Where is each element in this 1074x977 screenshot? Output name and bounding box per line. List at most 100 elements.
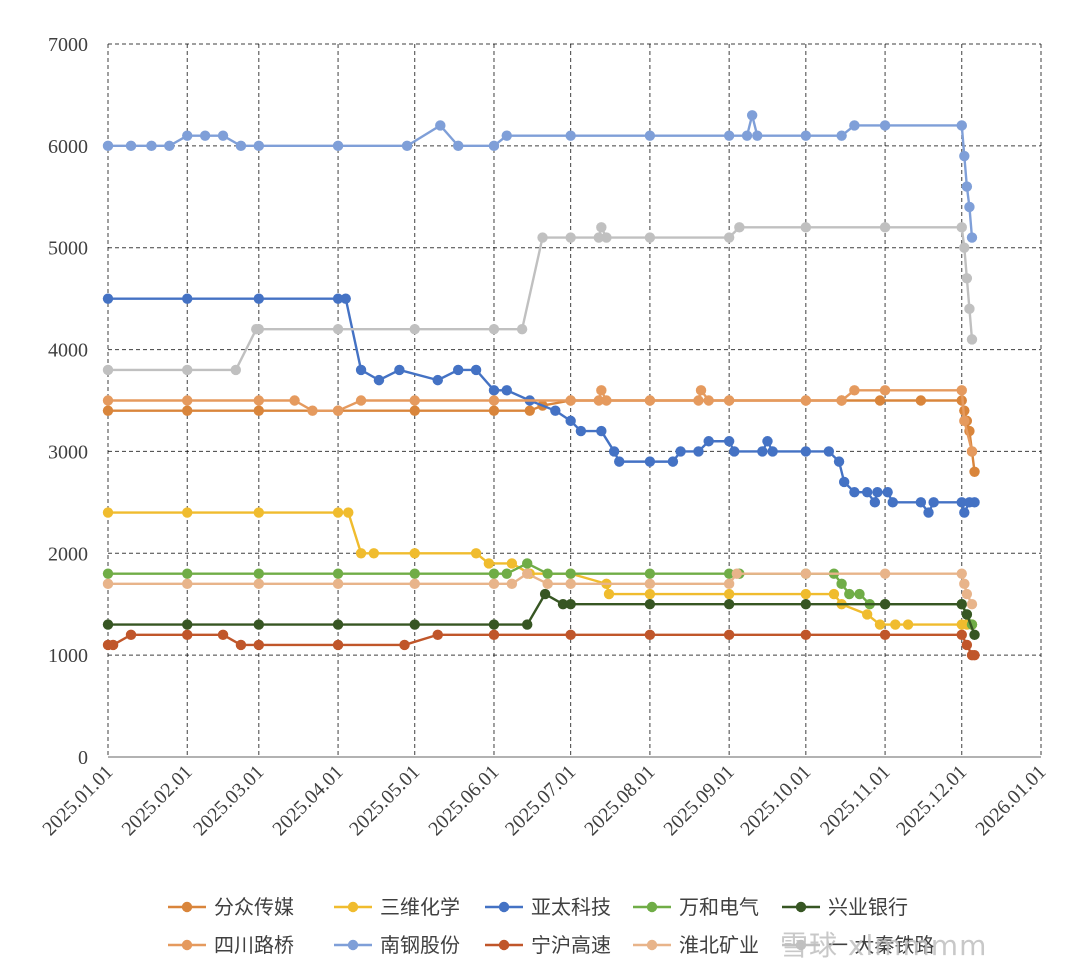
series-4 <box>102 588 980 640</box>
data-point <box>522 619 533 630</box>
data-point <box>887 497 898 508</box>
data-point <box>644 395 656 406</box>
data-point <box>539 588 551 600</box>
x-tick-label: 2025.07.01 <box>501 761 580 840</box>
data-point <box>800 568 812 579</box>
data-point <box>823 446 835 457</box>
data-point <box>409 395 420 406</box>
data-point <box>332 140 344 152</box>
data-point <box>125 629 137 640</box>
data-point <box>723 588 735 600</box>
data-point <box>741 130 753 141</box>
data-point <box>107 639 119 651</box>
data-point <box>102 568 114 579</box>
data-point <box>102 507 114 518</box>
data-point <box>838 476 850 488</box>
data-point <box>399 639 410 651</box>
data-point <box>501 568 512 579</box>
data-point <box>854 588 865 600</box>
data-point <box>125 140 137 152</box>
data-point <box>182 293 193 304</box>
data-point <box>800 599 812 610</box>
data-point <box>182 568 193 579</box>
data-point <box>409 405 420 416</box>
data-point <box>767 446 778 457</box>
data-point <box>644 629 656 640</box>
data-point <box>695 385 707 396</box>
data-point <box>723 599 735 610</box>
data-point <box>332 324 344 335</box>
data-point <box>501 385 512 396</box>
x-tick-label: 2025.03.01 <box>189 761 268 840</box>
data-point <box>542 568 553 579</box>
data-point <box>253 324 265 335</box>
legend-swatch-marker <box>646 901 658 913</box>
data-point <box>409 568 420 579</box>
data-point <box>644 456 656 467</box>
x-tick-label: 2025.12.01 <box>892 761 971 840</box>
data-point <box>861 486 873 498</box>
series-7 <box>102 629 980 661</box>
data-point <box>253 578 265 590</box>
y-tick-label: 6000 <box>48 136 88 158</box>
data-point <box>289 395 300 406</box>
data-point <box>961 639 973 651</box>
data-point <box>164 140 175 152</box>
data-point <box>800 395 812 406</box>
data-point <box>368 548 380 559</box>
data-point <box>432 374 443 386</box>
series-2 <box>102 293 980 518</box>
data-point <box>693 395 704 406</box>
legend-swatch-marker <box>498 939 510 951</box>
data-point <box>723 629 735 640</box>
data-point <box>355 548 367 559</box>
data-point <box>501 130 512 141</box>
data-point <box>343 507 354 518</box>
data-point <box>703 395 714 406</box>
data-point <box>565 599 576 610</box>
legend-label: 亚太科技 <box>531 895 611 919</box>
data-point <box>890 619 901 630</box>
data-point <box>340 293 351 304</box>
legend-label: 淮北矿业 <box>679 933 759 957</box>
data-point <box>879 629 891 640</box>
data-point <box>307 405 318 416</box>
data-point <box>956 222 967 233</box>
y-tick-label: 4000 <box>48 340 88 362</box>
data-point <box>879 222 891 233</box>
legend-swatch-marker <box>795 939 807 951</box>
x-tick-label: 2025.11.01 <box>816 761 895 840</box>
data-point <box>522 558 533 569</box>
data-point <box>961 588 973 600</box>
data-point <box>182 395 193 406</box>
data-point <box>928 497 939 508</box>
data-point <box>956 385 967 396</box>
data-point <box>872 486 883 498</box>
data-point <box>961 609 973 620</box>
data-point <box>969 466 980 477</box>
data-point <box>675 446 686 457</box>
legend-swatch-marker <box>181 901 193 913</box>
data-point <box>217 629 229 640</box>
data-point <box>723 568 735 579</box>
data-point <box>565 130 576 141</box>
data-point <box>102 405 114 416</box>
data-point <box>146 140 157 152</box>
data-point <box>723 232 735 243</box>
data-point <box>182 578 193 590</box>
data-point <box>593 395 604 406</box>
legend-label: 分众传媒 <box>214 895 294 919</box>
data-point <box>956 120 967 131</box>
x-tick-label: 2025.04.01 <box>268 761 347 840</box>
legend-label: 四川路桥 <box>214 933 294 957</box>
data-point <box>644 130 656 141</box>
data-point <box>565 629 576 640</box>
legend-swatch-marker <box>347 939 359 951</box>
data-point <box>550 405 561 416</box>
y-tick-label: 3000 <box>48 441 88 463</box>
y-tick-label: 0 <box>78 747 88 769</box>
legend-label: 南钢股份 <box>380 933 460 957</box>
data-point <box>667 456 679 467</box>
